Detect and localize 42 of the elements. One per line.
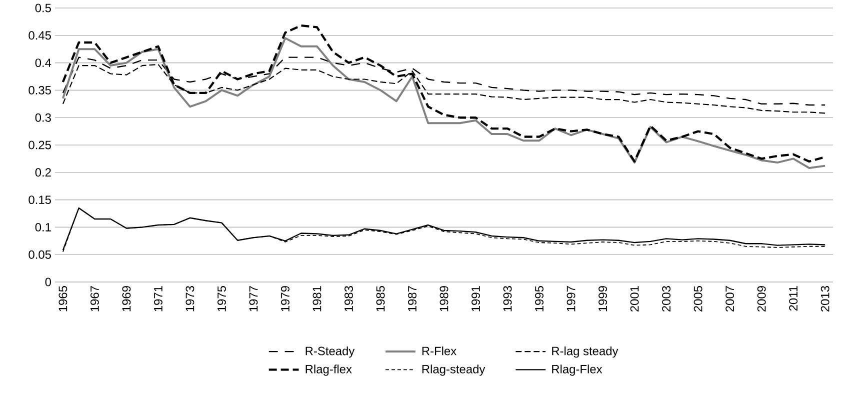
y-tick-label: 0.25 xyxy=(28,140,51,150)
x-tick-label: 1995 xyxy=(535,286,544,312)
x-tick-label: 2001 xyxy=(630,286,639,312)
legend-label: R-lag steady xyxy=(552,346,618,358)
y-tick-label: 0.3 xyxy=(35,113,51,122)
x-tick-label: 1989 xyxy=(440,286,448,312)
legend-label: R-Steady xyxy=(306,346,355,358)
x-tick-label: 1971 xyxy=(154,286,162,312)
y-tick-label: 0.4 xyxy=(35,58,52,68)
x-tick-label: 1991 xyxy=(472,286,480,312)
x-tick-label: 1997 xyxy=(566,286,576,312)
x-tick-label: 1975 xyxy=(217,286,226,312)
x-tick-label: 2011 xyxy=(789,286,798,311)
x-tick-label: 1977 xyxy=(249,286,258,312)
x-tick-label: 1993 xyxy=(503,286,512,312)
y-tick-label: 0.15 xyxy=(28,196,51,204)
y-tick-label: 0.2 xyxy=(35,168,51,177)
x-tick-label: 2005 xyxy=(694,286,702,312)
legend-label: Rlag-steady xyxy=(422,364,486,376)
x-tick-label: 1985 xyxy=(376,286,385,312)
x-tick-label: 2009 xyxy=(757,286,766,312)
x-tick-label: 1983 xyxy=(344,286,353,312)
x-tick-label: 2013 xyxy=(820,286,830,312)
x-tick-label: 2007 xyxy=(726,286,734,312)
x-tick-label: 1967 xyxy=(90,286,99,312)
x-tick-label: 1987 xyxy=(408,286,416,312)
legend-label: R-Flex xyxy=(422,346,456,356)
y-tick-label: 0.45 xyxy=(28,31,51,40)
y-tick-label: 0.5 xyxy=(35,4,51,12)
legend-label: Rlag-flex xyxy=(306,364,352,376)
x-tick-label: 1969 xyxy=(122,286,131,312)
y-tick-label: 0 xyxy=(45,278,52,286)
x-tick-label: 1965 xyxy=(58,286,68,312)
y-tick-label: 0.05 xyxy=(28,250,51,259)
x-tick-label: 1973 xyxy=(186,286,194,312)
x-tick-label: 2003 xyxy=(662,286,671,312)
x-tick-label: 1979 xyxy=(281,286,290,312)
x-tick-label: 1981 xyxy=(312,286,322,312)
y-tick-label: 0.35 xyxy=(28,86,51,94)
legend-label: Rlag-Flex xyxy=(552,364,602,376)
y-tick-label: 0.1 xyxy=(35,222,51,232)
x-tick-label: 1999 xyxy=(598,286,608,312)
